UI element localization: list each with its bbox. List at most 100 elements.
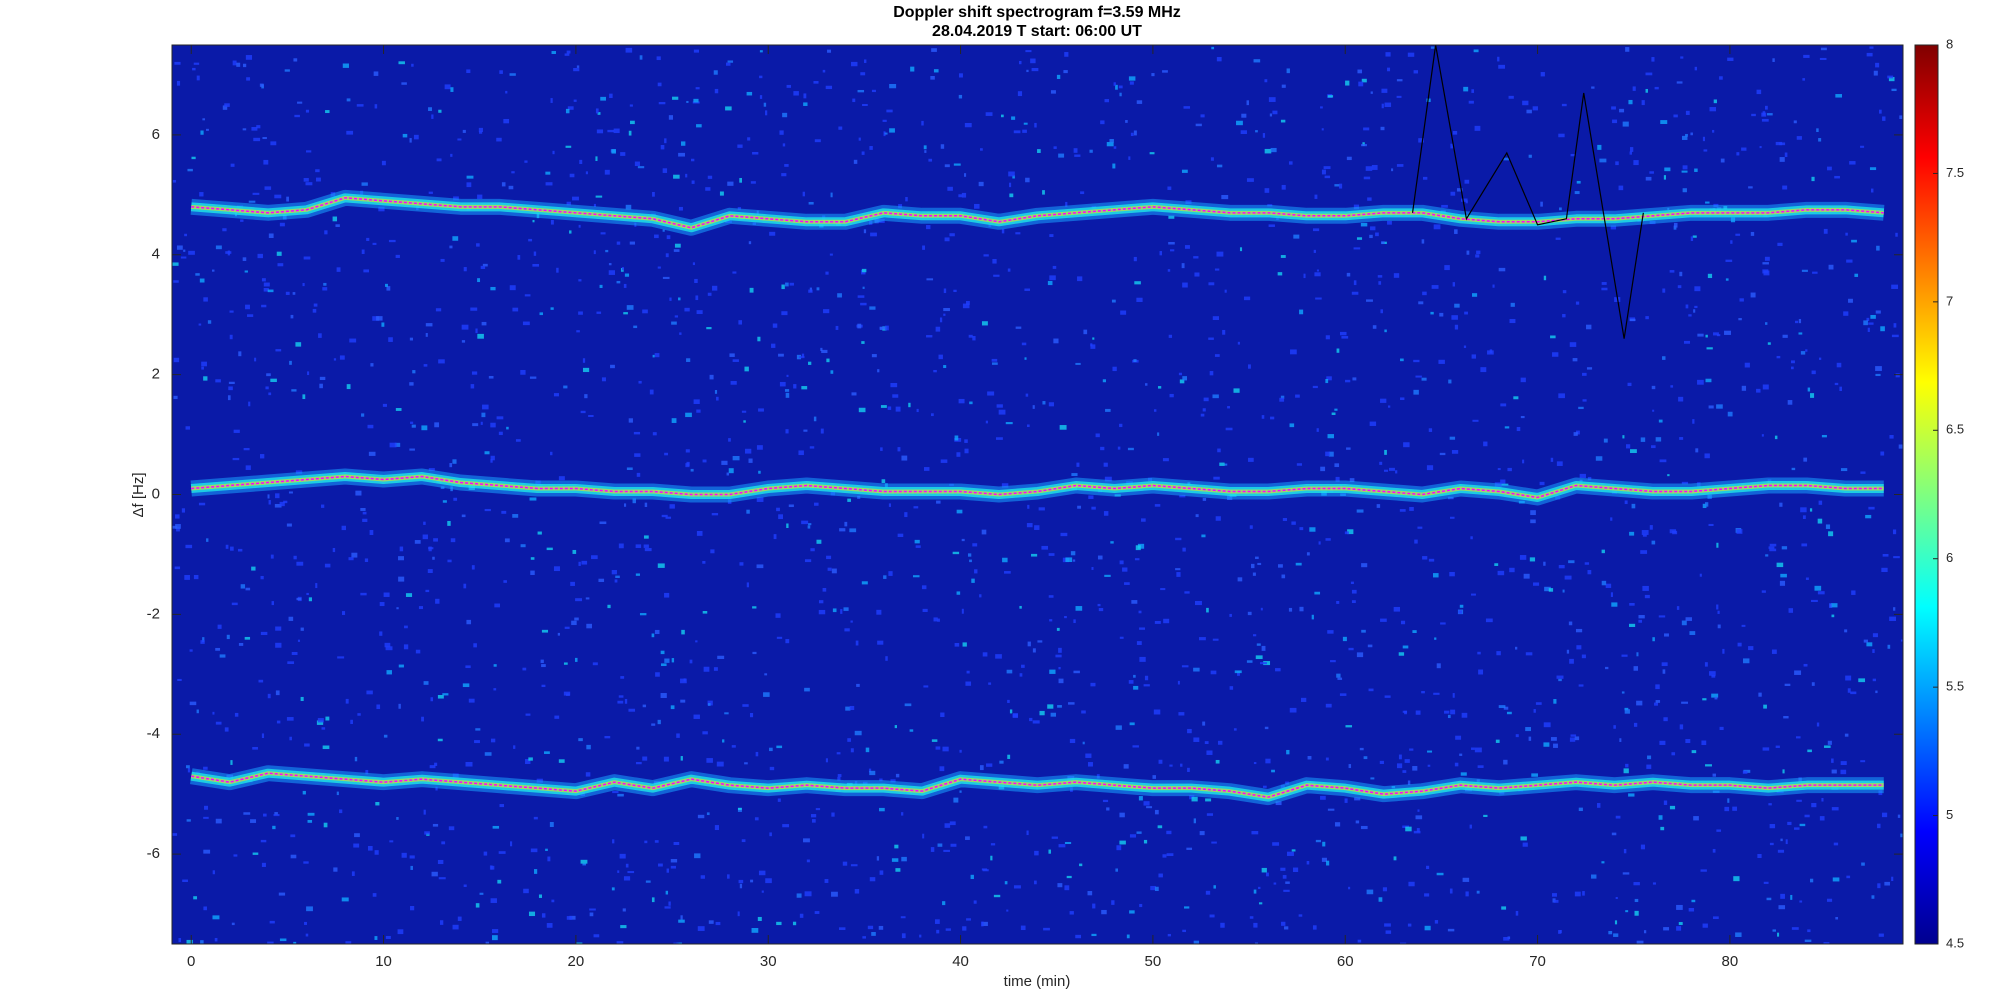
speckle — [1327, 95, 1334, 98]
speckle — [1283, 889, 1290, 892]
speckle — [926, 335, 933, 338]
speckle — [1139, 656, 1146, 662]
speckle — [1385, 930, 1392, 934]
speckle — [193, 575, 199, 580]
speckle — [1236, 120, 1243, 126]
speckle — [1821, 797, 1824, 802]
speckle — [838, 927, 846, 930]
speckle — [1581, 654, 1586, 659]
speckle — [669, 297, 672, 301]
speckle — [242, 63, 247, 68]
speckle — [1237, 671, 1240, 676]
speckle — [492, 825, 500, 829]
speckle — [1716, 604, 1719, 610]
speckle — [880, 405, 887, 408]
speckle — [987, 391, 995, 396]
speckle — [705, 187, 711, 191]
speckle — [1395, 470, 1398, 474]
speckle — [826, 555, 832, 560]
speckle — [381, 160, 386, 166]
speckle — [178, 938, 182, 943]
speckle — [1625, 444, 1631, 449]
speckle — [708, 920, 714, 924]
speckle — [1870, 314, 1876, 319]
speckle — [1528, 154, 1532, 158]
speckle — [569, 173, 575, 178]
speckle — [1027, 504, 1030, 509]
speckle — [1384, 695, 1391, 698]
speckle — [702, 560, 706, 564]
speckle — [480, 421, 483, 425]
speckle — [1193, 818, 1196, 824]
speckle — [1555, 237, 1561, 240]
speckle — [605, 249, 609, 253]
speckle — [827, 567, 832, 571]
speckle — [1762, 747, 1770, 751]
speckle — [1851, 590, 1856, 595]
speckle — [269, 920, 275, 924]
speckle — [1370, 91, 1373, 94]
speckle — [263, 159, 269, 165]
speckle — [737, 911, 740, 917]
speckle — [710, 549, 715, 554]
speckle — [398, 61, 405, 65]
speckle — [855, 640, 859, 646]
speckle — [611, 569, 617, 575]
speckle — [607, 604, 611, 609]
speckle — [1472, 293, 1478, 297]
speckle — [1104, 99, 1110, 103]
speckle — [185, 765, 190, 769]
speckle — [361, 413, 365, 417]
speckle — [567, 106, 574, 110]
speckle — [624, 273, 630, 277]
speckle — [1705, 201, 1710, 204]
speckle — [1800, 351, 1806, 355]
speckle — [1697, 333, 1704, 337]
speckle — [696, 409, 701, 413]
speckle — [541, 629, 549, 633]
speckle — [1471, 593, 1476, 596]
speckle — [1430, 46, 1435, 49]
speckle — [405, 593, 413, 597]
speckle — [651, 723, 656, 726]
speckle — [1154, 886, 1159, 891]
speckle — [437, 859, 444, 865]
speckle — [369, 530, 374, 536]
black-trace — [1411, 45, 1644, 339]
speckle — [1712, 129, 1715, 133]
speckle — [1763, 881, 1769, 884]
speckle — [1183, 106, 1191, 109]
speckle — [1424, 893, 1430, 897]
speckle — [956, 509, 963, 514]
speckle — [847, 498, 851, 502]
speckle — [995, 654, 1002, 659]
speckle — [563, 662, 568, 665]
speckle — [1764, 256, 1770, 261]
speckle — [275, 626, 282, 631]
speckle — [1181, 169, 1188, 173]
speckle — [203, 376, 208, 381]
speckle — [496, 137, 502, 142]
speckle — [742, 704, 749, 707]
speckle — [1433, 692, 1440, 695]
speckle — [1417, 809, 1420, 812]
speckle — [1624, 500, 1628, 505]
speckle — [1497, 56, 1500, 62]
speckle — [232, 60, 237, 66]
speckle — [1840, 761, 1847, 765]
speckle — [887, 406, 892, 410]
speckle — [1704, 662, 1708, 667]
speckle — [696, 124, 702, 128]
speckle — [1133, 685, 1139, 690]
speckle — [1205, 798, 1212, 802]
speckle — [1509, 318, 1516, 324]
speckle — [449, 245, 453, 249]
speckle — [758, 870, 766, 876]
speckle — [962, 926, 967, 931]
speckle — [185, 544, 193, 549]
speckle — [1449, 516, 1455, 519]
speckle — [620, 925, 627, 929]
speckle — [409, 138, 412, 143]
speckle — [530, 570, 535, 575]
speckle — [693, 98, 699, 103]
